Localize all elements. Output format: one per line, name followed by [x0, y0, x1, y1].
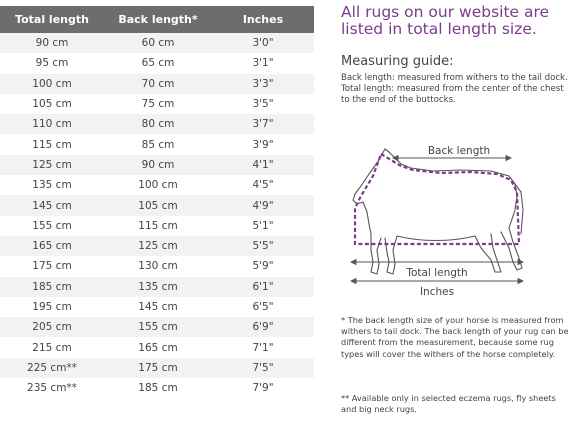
header-inches: Inches [212, 6, 314, 33]
back-length-footnote: * The back length size of your horse is … [341, 315, 569, 359]
cell-back-length: 115 cm [104, 215, 212, 236]
cell-back-length: 125 cm [104, 235, 212, 257]
cell-total-length: 235 cm** [0, 378, 104, 399]
cell-back-length: 175 cm [104, 357, 212, 379]
table-row: 100 cm 70 cm 3'3" [0, 73, 314, 94]
table-row: 165 cm 125 cm 5'5" [0, 235, 314, 257]
table-row: 225 cm** 175 cm 7'5" [0, 357, 314, 379]
cell-back-length: 90 cm [104, 154, 212, 176]
table-row: 205 cm 155 cm 6'9" [0, 317, 314, 338]
rug-outline [353, 152, 521, 246]
cell-back-length: 75 cm [104, 93, 212, 115]
table-row: 105 cm 75 cm 3'5" [0, 93, 314, 115]
cell-inches: 4'5" [212, 175, 314, 196]
back-length-arrow [391, 154, 513, 162]
headline: All rugs on our website are listed in to… [341, 3, 550, 38]
cell-inches: 7'9" [212, 378, 314, 399]
cell-total-length: 105 cm [0, 93, 104, 115]
cell-back-length: 100 cm [104, 175, 212, 196]
cell-inches: 3'7" [212, 114, 314, 135]
total-length-definition: Total length: measured from the center o… [341, 84, 564, 105]
header-back-length: Back length* [104, 6, 212, 33]
cell-total-length: 165 cm [0, 235, 104, 257]
cell-inches: 5'9" [212, 256, 314, 277]
size-table: Total length Back length* Inches 90 cm 60… [0, 6, 314, 399]
cell-inches: 3'0" [212, 33, 314, 54]
cell-inches: 3'5" [212, 93, 314, 115]
cell-back-length: 85 cm [104, 134, 212, 155]
table-row: 155 cm 115 cm 5'1" [0, 215, 314, 236]
cell-inches: 7'5" [212, 357, 314, 379]
cell-total-length: 175 cm [0, 256, 104, 277]
eczema-footnote: ** Available only in selected eczema rug… [341, 393, 556, 415]
table-row: 215 cm 165 cm 7'1" [0, 337, 314, 358]
cell-inches: 4'1" [212, 154, 314, 176]
horse-measuring-diagram: Back length Total length Inches [349, 145, 525, 298]
cell-back-length: 185 cm [104, 378, 212, 399]
cell-total-length: 225 cm** [0, 357, 104, 379]
cell-back-length: 60 cm [104, 33, 212, 54]
table-row: 145 cm 105 cm 4'9" [0, 195, 314, 216]
horse-outline-icon [352, 148, 524, 275]
cell-inches: 3'9" [212, 134, 314, 155]
cell-back-length: 165 cm [104, 337, 212, 358]
table-row: 90 cm 60 cm 3'0" [0, 33, 314, 54]
cell-back-length: 80 cm [104, 114, 212, 135]
cell-back-length: 130 cm [104, 256, 212, 277]
cell-back-length: 135 cm [104, 276, 212, 297]
cell-back-length: 105 cm [104, 195, 212, 216]
cell-total-length: 205 cm [0, 317, 104, 338]
back-length-definition: Back length: measured from withers to th… [341, 73, 568, 83]
cell-inches: 5'1" [212, 215, 314, 236]
cell-inches: 3'1" [212, 53, 314, 74]
cell-back-length: 145 cm [104, 296, 212, 318]
cell-inches: 6'1" [212, 276, 314, 297]
back-length-label: Back length [428, 145, 490, 157]
cell-back-length: 70 cm [104, 73, 212, 94]
total-length-label: Total length [405, 267, 467, 279]
inches-label: Inches [420, 286, 454, 298]
cell-inches: 7'1" [212, 337, 314, 358]
table-row: 175 cm 130 cm 5'9" [0, 256, 314, 277]
cell-back-length: 65 cm [104, 53, 212, 74]
table-header-row: Total length Back length* Inches [0, 6, 314, 33]
cell-total-length: 95 cm [0, 53, 104, 74]
cell-total-length: 155 cm [0, 215, 104, 236]
header-total-length: Total length [0, 6, 104, 33]
table-body: 90 cm 60 cm 3'0" 95 cm 65 cm 3'1" 100 cm 70 cm 3… [0, 33, 314, 399]
cell-total-length: 185 cm [0, 276, 104, 297]
cell-inches: 6'9" [212, 317, 314, 338]
table-row: 195 cm 145 cm 6'5" [0, 296, 314, 318]
table-row: 110 cm 80 cm 3'7" [0, 114, 314, 135]
table-row: 125 cm 90 cm 4'1" [0, 154, 314, 176]
cell-total-length: 90 cm [0, 33, 104, 54]
inches-arrow [349, 277, 525, 285]
table-row: 235 cm** 185 cm 7'9" [0, 378, 314, 399]
cell-total-length: 110 cm [0, 114, 104, 135]
info-panel: All rugs on our website are listed in to… [341, 0, 570, 106]
cell-total-length: 125 cm [0, 154, 104, 176]
cell-total-length: 135 cm [0, 175, 104, 196]
table-row: 115 cm 85 cm 3'9" [0, 134, 314, 155]
table-row: 95 cm 65 cm 3'1" [0, 53, 314, 74]
cell-total-length: 215 cm [0, 337, 104, 358]
cell-total-length: 195 cm [0, 296, 104, 318]
cell-inches: 3'3" [212, 73, 314, 94]
cell-total-length: 115 cm [0, 134, 104, 155]
table-row: 185 cm 135 cm 6'1" [0, 276, 314, 297]
cell-inches: 6'5" [212, 296, 314, 318]
cell-total-length: 100 cm [0, 73, 104, 94]
cell-inches: 5'5" [212, 235, 314, 257]
cell-inches: 4'9" [212, 195, 314, 216]
total-length-arrow [349, 258, 525, 266]
cell-back-length: 155 cm [104, 317, 212, 338]
measuring-guide-title: Measuring guide: [341, 54, 454, 69]
cell-total-length: 145 cm [0, 195, 104, 216]
table-row: 135 cm 100 cm 4'5" [0, 175, 314, 196]
